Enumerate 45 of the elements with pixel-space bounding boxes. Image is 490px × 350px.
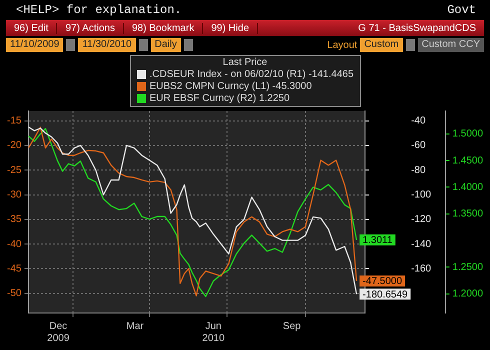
text: Govt xyxy=(447,3,476,17)
text: 99) Hide xyxy=(203,22,258,34)
y-tick-label: -40 xyxy=(7,238,22,250)
text: Custom xyxy=(360,38,403,52)
y-tick-label: -20 xyxy=(7,140,22,152)
legend-label: EUR EBSF Curncy (R2) 1.2250 xyxy=(150,92,290,104)
y3-tick-label: 1.5000 xyxy=(452,128,484,140)
text: Daily xyxy=(150,38,181,52)
y-tick-label: -30 xyxy=(7,190,22,201)
y-tick-label: -25 xyxy=(7,164,22,176)
text: Layout xyxy=(327,40,358,50)
legend-label: .CDSEUR Index - on 06/02/10 (R1) -141.4465 xyxy=(150,68,354,80)
y3-tick-label: 1.4000 xyxy=(452,182,484,193)
y2-tick-label: -100 xyxy=(411,190,432,201)
x-tick-label: Mar xyxy=(126,320,144,332)
y2-tick-label: -80 xyxy=(411,164,426,176)
y3-tick-label: 1.2500 xyxy=(452,262,484,273)
text: Custom CCY xyxy=(418,38,484,52)
data-label: -180.6549 xyxy=(362,289,408,300)
legend-title: Last Price xyxy=(222,57,268,68)
y2-tick-label: -140 xyxy=(411,238,432,250)
text: 11/10/2009 xyxy=(6,38,64,52)
legend-label: EUBS2 CMPN Curncy (L1) -45.3000 xyxy=(150,80,312,92)
data-label: 1.3011 xyxy=(362,235,393,246)
y3-tick-label: 1.3500 xyxy=(452,208,484,220)
text: 11/30/2010 xyxy=(78,38,136,52)
y2-tick-label: -160 xyxy=(411,263,432,274)
y-tick-label: -50 xyxy=(7,288,22,300)
y2-tick-label: -40 xyxy=(411,116,426,127)
text: 96) Edit xyxy=(6,22,58,34)
y3-tick-label: 1.4500 xyxy=(452,155,484,166)
x-tick-label: Jun 2010 xyxy=(202,320,225,344)
text: 97) Actions xyxy=(57,22,124,34)
x-tick-label: Dec 2009 xyxy=(47,320,70,344)
text: <HELP> for explanation. xyxy=(16,3,182,17)
y3-tick-label: 1.2000 xyxy=(452,288,484,300)
y2-tick-label: -120 xyxy=(411,214,432,226)
y-tick-label: -45 xyxy=(7,263,22,274)
text: G 71 - BasisSwapandCDS xyxy=(357,22,477,34)
text: 98) Bookmark xyxy=(124,22,204,34)
y2-tick-label: -60 xyxy=(411,140,426,152)
y-tick-label: -15 xyxy=(7,116,22,127)
y-tick-label: -35 xyxy=(7,214,22,226)
data-label: -47.5000 xyxy=(362,276,402,288)
x-tick-label: Sep xyxy=(282,320,302,332)
